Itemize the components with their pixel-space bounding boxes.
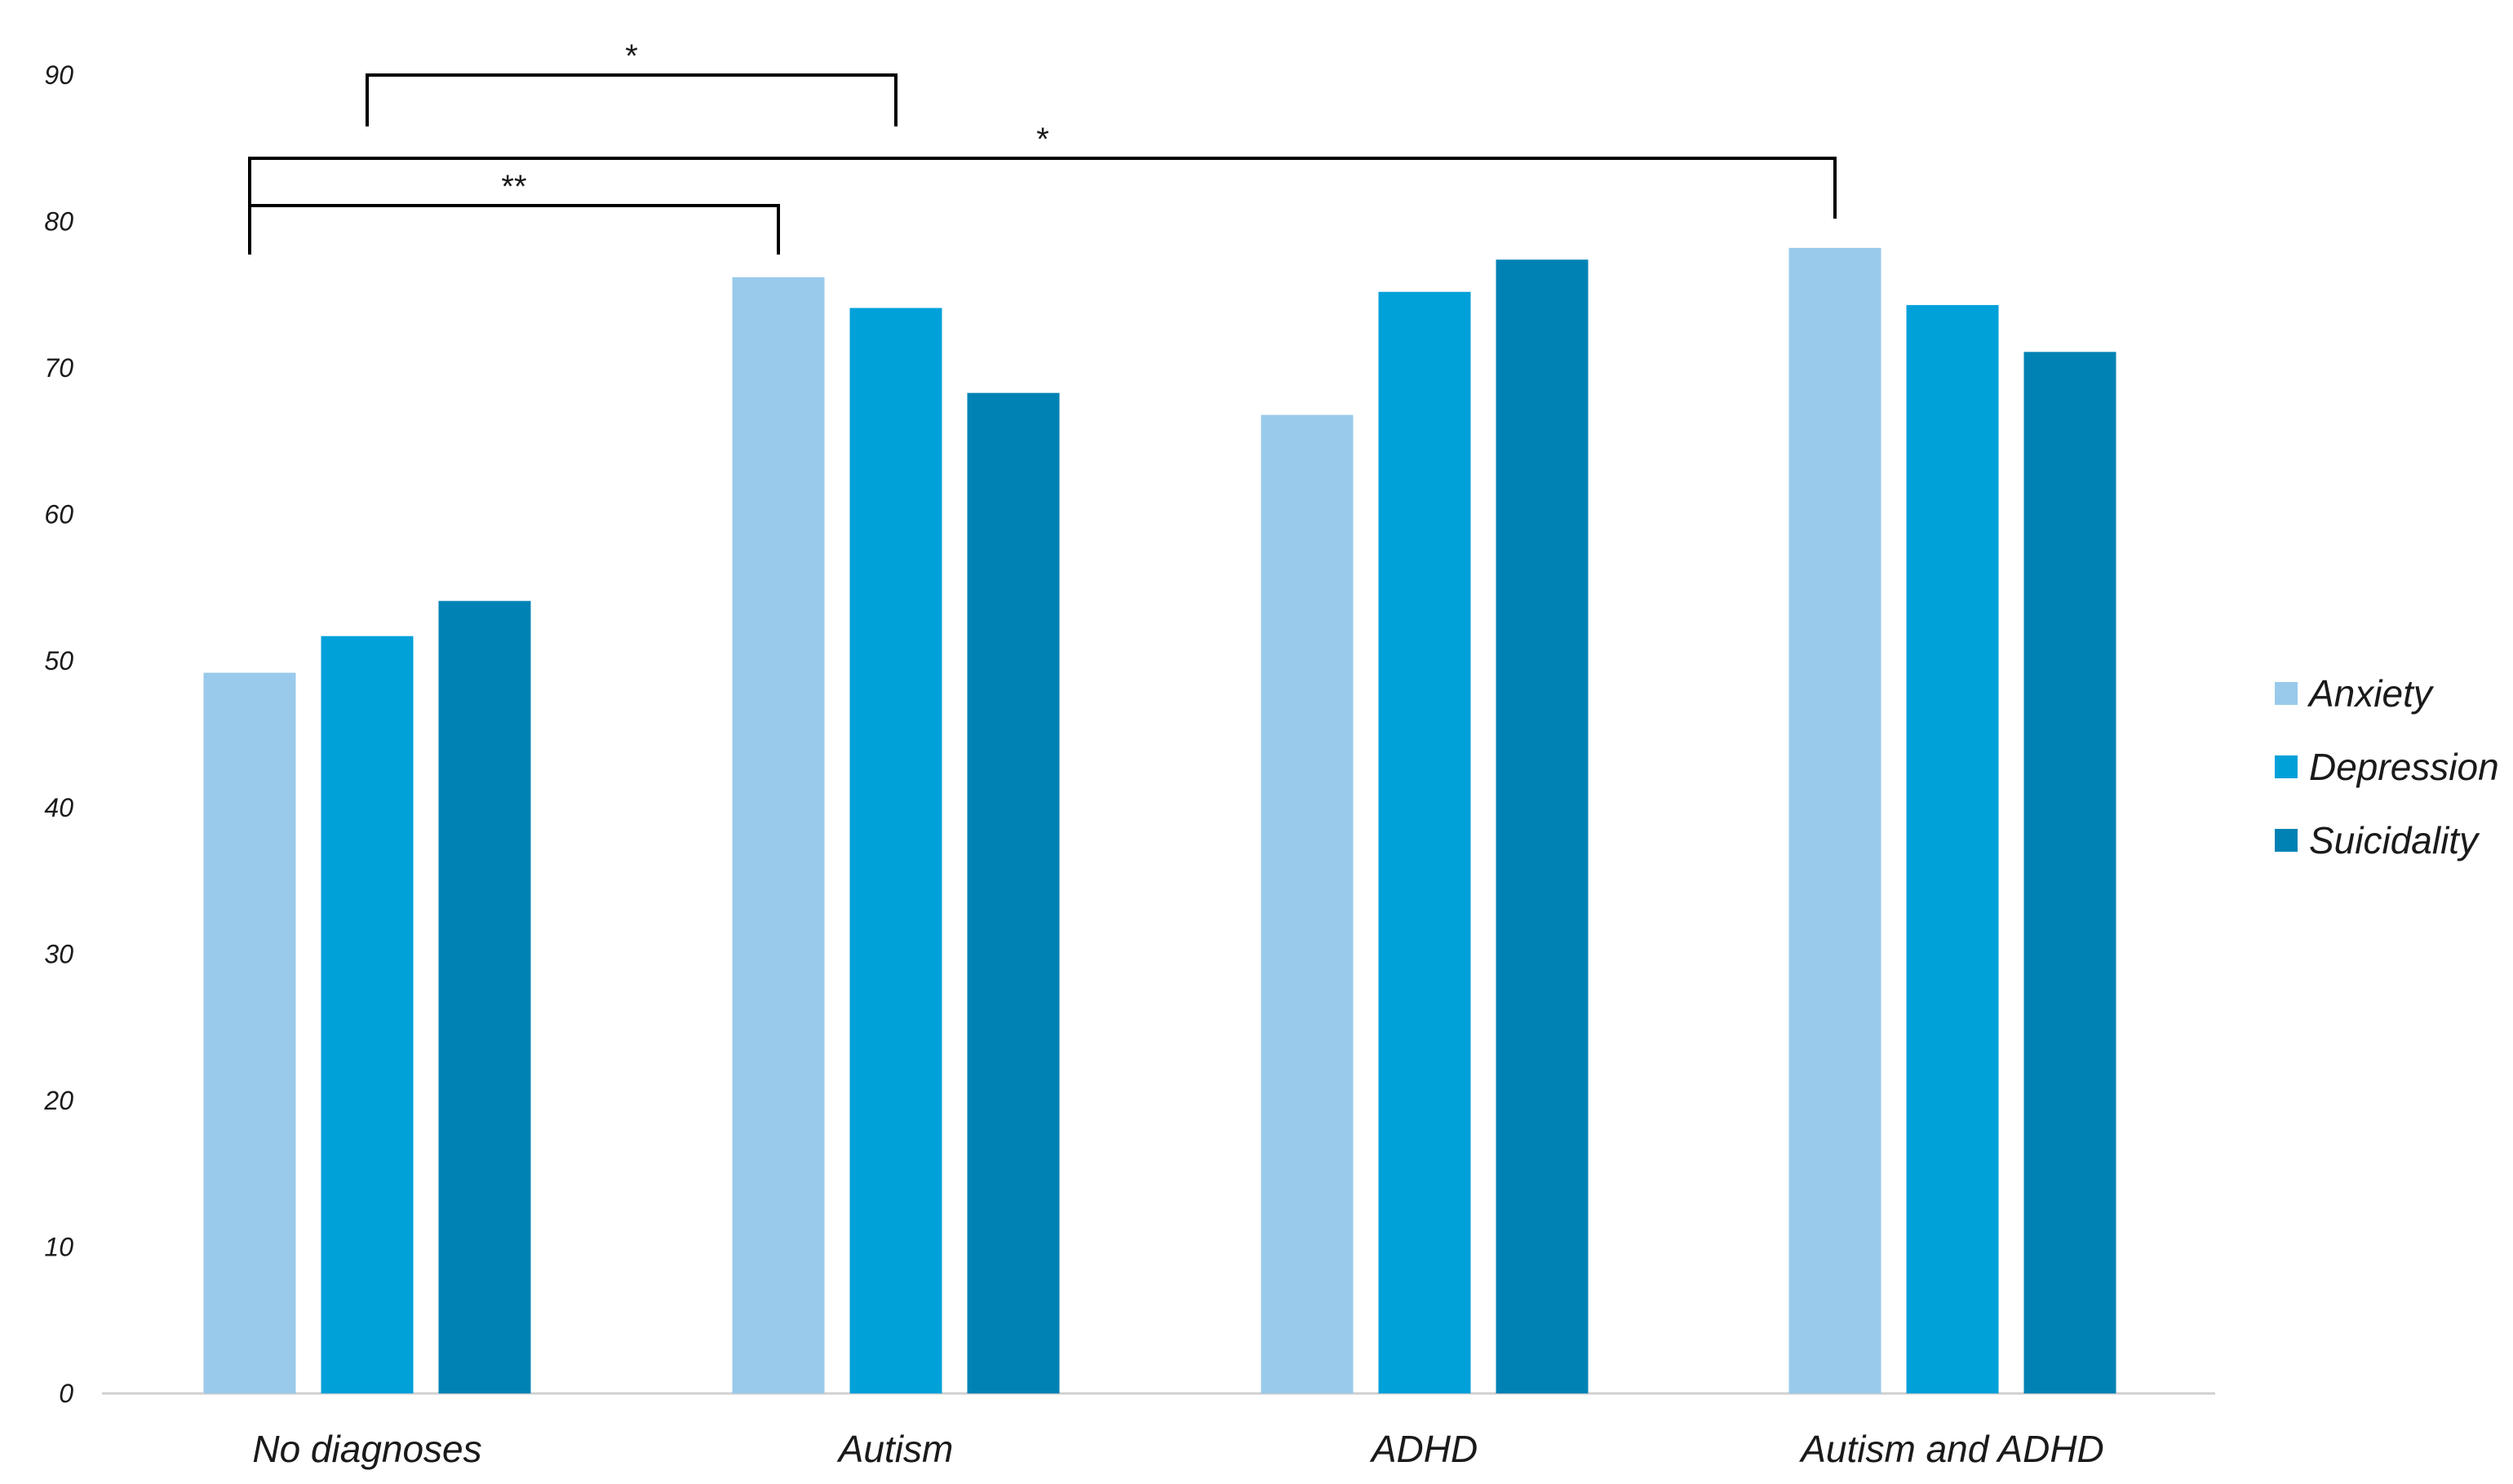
y-tick-label: 80 (44, 207, 73, 237)
bar-suicidality-1 (967, 392, 1060, 1394)
significance-bracket (248, 204, 780, 255)
y-tick-label: 30 (44, 939, 73, 968)
legend-swatch-depression (2275, 755, 2298, 778)
bar-depression-0 (321, 636, 414, 1393)
legend-label-depression: Depression (2309, 746, 2499, 788)
bar-depression-2 (1378, 291, 1471, 1394)
x-tick-label: No diagnoses (252, 1428, 481, 1470)
significance-label: ** (501, 169, 526, 205)
bar-suicidality-0 (438, 600, 531, 1393)
bar-anxiety-0 (203, 672, 296, 1393)
x-axis-labels: No diagnoses Autism ADHD Autism and ADHD (252, 1428, 2103, 1470)
bar-suicidality-3 (2023, 352, 2116, 1393)
bar-anxiety-2 (1261, 414, 1354, 1394)
significance-brackets: **** (248, 38, 1837, 255)
legend-label-suicidality: Suicidality (2309, 819, 2480, 862)
y-tick-label: 90 (44, 60, 73, 90)
legend: Anxiety Depression Suicidality (2275, 672, 2499, 862)
y-tick-label: 50 (44, 646, 73, 676)
x-tick-label: ADHD (1369, 1428, 1478, 1470)
significance-label: * (625, 38, 638, 74)
bar-anxiety-1 (732, 277, 825, 1394)
y-tick-label: 10 (44, 1232, 73, 1261)
significance-bracket (366, 73, 898, 126)
y-tick-label: 60 (44, 500, 73, 529)
legend-swatch-suicidality (2275, 829, 2298, 852)
y-tick-label: 20 (43, 1086, 73, 1115)
legend-swatch-anxiety (2275, 682, 2298, 705)
y-tick-label: 70 (44, 353, 73, 383)
legend-label-anxiety: Anxiety (2307, 672, 2435, 715)
significance-label: * (1036, 122, 1049, 157)
y-tick-label: 40 (44, 793, 73, 822)
x-tick-label: Autism and ADHD (1798, 1428, 2104, 1470)
bar-anxiety-3 (1788, 247, 1881, 1394)
bar-depression-3 (1906, 304, 1999, 1393)
x-tick-label: Autism (836, 1428, 954, 1470)
bars (203, 247, 2116, 1394)
y-axis-ticks: 0 10 20 30 40 50 60 70 80 90 (43, 60, 73, 1408)
bar-suicidality-2 (1496, 259, 1589, 1393)
bar-depression-1 (849, 308, 942, 1393)
y-tick-label: 0 (59, 1379, 73, 1408)
